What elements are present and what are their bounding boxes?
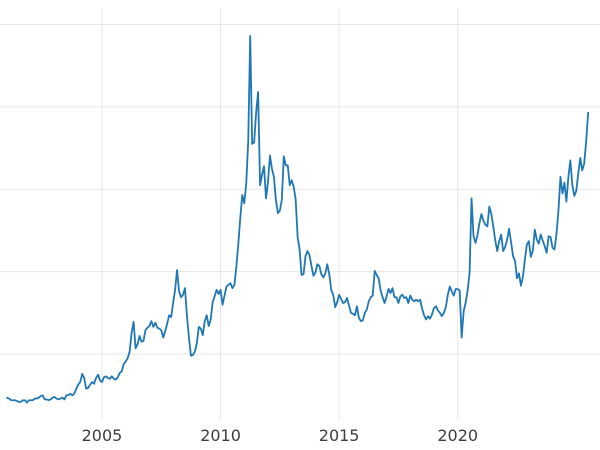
x-tick-label: 2010 [200,426,241,445]
x-tick-label: 2005 [82,426,123,445]
x-tick-label: 2015 [319,426,360,445]
price-line [6,35,590,404]
x-tick-label: 2020 [437,426,478,445]
